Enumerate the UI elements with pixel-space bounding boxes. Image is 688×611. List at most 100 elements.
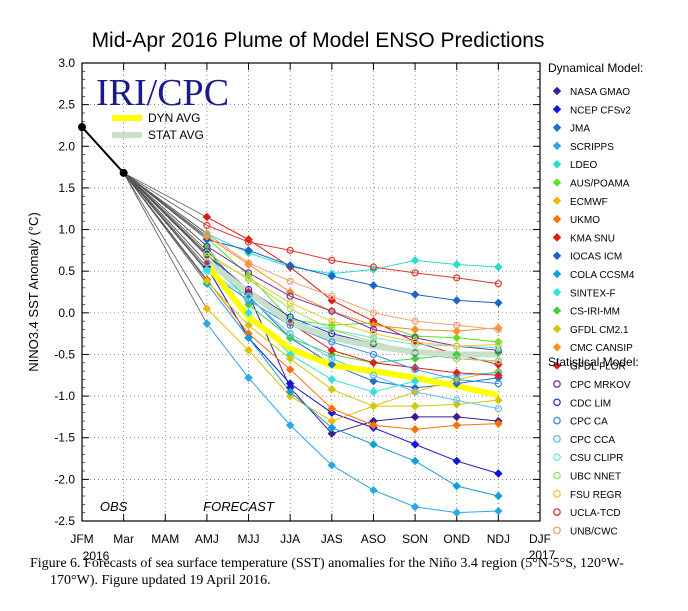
x-tick-label: AMJ bbox=[195, 532, 219, 546]
marker-iocas-icm bbox=[327, 271, 337, 281]
caption-line-2: 170°W). Figure updated 19 April 2016. bbox=[50, 573, 271, 588]
legend-label-ldeo: LDEO bbox=[570, 160, 597, 171]
marker-iocas-icm bbox=[244, 246, 253, 255]
marker-ubc-nnet bbox=[453, 355, 461, 363]
legend-marker-cpc-ca bbox=[553, 416, 561, 425]
y-tick-label: 1.5 bbox=[58, 181, 75, 195]
lead-in-line-cpc-mrkov bbox=[123, 172, 208, 247]
forecast-label: FORECAST bbox=[203, 499, 275, 514]
marker-gfdl-flor bbox=[369, 358, 378, 368]
marker-scripps bbox=[369, 485, 378, 495]
plot-frame bbox=[81, 62, 541, 522]
x-tick-label: MAM bbox=[151, 532, 179, 546]
marker-cpc-mrkov bbox=[244, 269, 253, 277]
chart-title: Mid-Apr 2016 Plume of Model ENSO Predict… bbox=[92, 29, 545, 52]
lead-in-line-scripps bbox=[123, 172, 208, 324]
marker-ukmo bbox=[285, 365, 295, 374]
marker-cola-ccsm4 bbox=[327, 423, 337, 432]
marker-scripps bbox=[244, 373, 253, 383]
marker-cpc-ca bbox=[411, 365, 419, 374]
marker-sintex-f bbox=[244, 308, 253, 318]
marker-nasa-gmao bbox=[410, 412, 420, 422]
legend-marker-iocas-icm bbox=[552, 251, 562, 260]
legend-label-cpc-cca: CPC CCA bbox=[570, 435, 615, 446]
marker-ubc-nnet bbox=[203, 249, 211, 257]
x-tick-label: JJA bbox=[280, 532, 300, 546]
legend-marker-ncep-cfsv2 bbox=[552, 105, 562, 114]
marker-gfdl-cm2-1 bbox=[369, 401, 378, 411]
marker-ucla-tcd bbox=[328, 256, 336, 264]
marker-cpc-ca bbox=[369, 350, 378, 359]
marker-cmc-cansip bbox=[494, 323, 503, 333]
marker-ncep-cfsv2 bbox=[452, 456, 461, 466]
marker-ncep-cfsv2 bbox=[410, 440, 420, 449]
legend-marker-ukmo bbox=[552, 214, 562, 224]
marker-cdc-lim bbox=[244, 285, 253, 294]
series-line-cola-ccsm4 bbox=[206, 283, 499, 497]
marker-cpc-cca bbox=[453, 396, 461, 404]
marker-cpc-cca bbox=[411, 388, 419, 396]
y-tick-label: 2.5 bbox=[58, 98, 75, 112]
marker-fsu-regr bbox=[286, 299, 294, 307]
lead-in-line-ucla-tcd bbox=[123, 172, 208, 226]
legend-label-cola-ccsm4: COLA CCSM4 bbox=[570, 270, 635, 281]
marker-cpc-mrkov bbox=[369, 325, 378, 334]
marker-scripps bbox=[494, 506, 503, 516]
marker-ecmwf bbox=[327, 416, 337, 426]
marker-cmc-cansip bbox=[244, 260, 253, 269]
dynamical-legend-header: Dynamical Model: bbox=[548, 61, 643, 75]
legend-label-kma-snu: KMA SNU bbox=[570, 233, 615, 244]
legend-marker-gfdl-flor bbox=[552, 361, 562, 370]
marker-gfdl-cm2-1 bbox=[410, 401, 420, 411]
x-tick-label: NDJ bbox=[487, 532, 510, 546]
obs-label: OBS bbox=[100, 499, 128, 514]
observed-point bbox=[119, 168, 128, 177]
marker-cpc-ca bbox=[244, 296, 253, 304]
legend-marker-fsu-regr bbox=[553, 489, 561, 498]
legend-marker-cmc-cansip bbox=[552, 342, 562, 352]
marker-fsu-regr bbox=[328, 317, 336, 325]
legend-label-cs-iri-mm: CS-IRI-MM bbox=[570, 307, 620, 318]
y-tick-label: -1.0 bbox=[54, 389, 75, 403]
marker-ukmo bbox=[327, 404, 337, 413]
series-line-cpc-mrkov bbox=[206, 245, 499, 351]
marker-fsu-regr bbox=[411, 338, 419, 346]
lead-in-line-gfdl-cm2-1 bbox=[123, 172, 208, 282]
marker-cola-ccsm4 bbox=[452, 481, 461, 491]
marker-cpc-cca bbox=[286, 330, 294, 338]
lead-in-line-iocas-icm bbox=[123, 172, 208, 240]
legend-label-ncep-cfsv2: NCEP CFSv2 bbox=[570, 105, 631, 116]
marker-kma-snu bbox=[202, 212, 212, 222]
marker-fsu-regr bbox=[453, 342, 461, 350]
marker-cpc-cca bbox=[328, 355, 336, 363]
series-line-cpc-ca bbox=[206, 270, 499, 385]
statistical-legend-header: Statistical Model: bbox=[548, 355, 639, 369]
y-tick-label: 1.0 bbox=[58, 223, 75, 237]
marker-ukmo bbox=[452, 420, 461, 430]
marker-unb-cwc bbox=[369, 309, 378, 317]
marker-ncep-cfsv2 bbox=[285, 379, 295, 388]
y-tick-label: -2.5 bbox=[54, 514, 75, 528]
marker-csu-clipr bbox=[286, 317, 294, 325]
marker-nasa-gmao bbox=[327, 429, 337, 438]
marker-ldeo bbox=[452, 260, 461, 269]
marker-sintex-f bbox=[369, 387, 378, 397]
marker-ucla-tcd bbox=[453, 274, 461, 282]
legend-label-cpc-ca: CPC CA bbox=[570, 417, 608, 428]
year-start-label: 2016 bbox=[83, 549, 110, 560]
legend-marker-csu-clipr bbox=[553, 453, 561, 462]
y-tick-label: -1.5 bbox=[54, 431, 75, 445]
marker-aus-poama bbox=[452, 333, 461, 343]
lead-in-line-cpc-cca bbox=[123, 172, 208, 264]
lead-in-line-csu-clipr bbox=[123, 172, 208, 272]
marker-scripps bbox=[410, 502, 420, 512]
marker-ubc-nnet bbox=[369, 338, 378, 346]
dyn-avg-line bbox=[204, 262, 500, 399]
marker-cdc-lim bbox=[286, 313, 294, 321]
legend-label-cdc-lim: CDC LIM bbox=[570, 398, 611, 409]
legend-label-ubc-nnet: UBC NNET bbox=[570, 472, 621, 483]
marker-sintex-f bbox=[327, 375, 337, 384]
marker-nasa-gmao bbox=[452, 412, 461, 422]
marker-csu-clipr bbox=[369, 334, 378, 342]
x-tick-label: DJF bbox=[529, 532, 551, 546]
